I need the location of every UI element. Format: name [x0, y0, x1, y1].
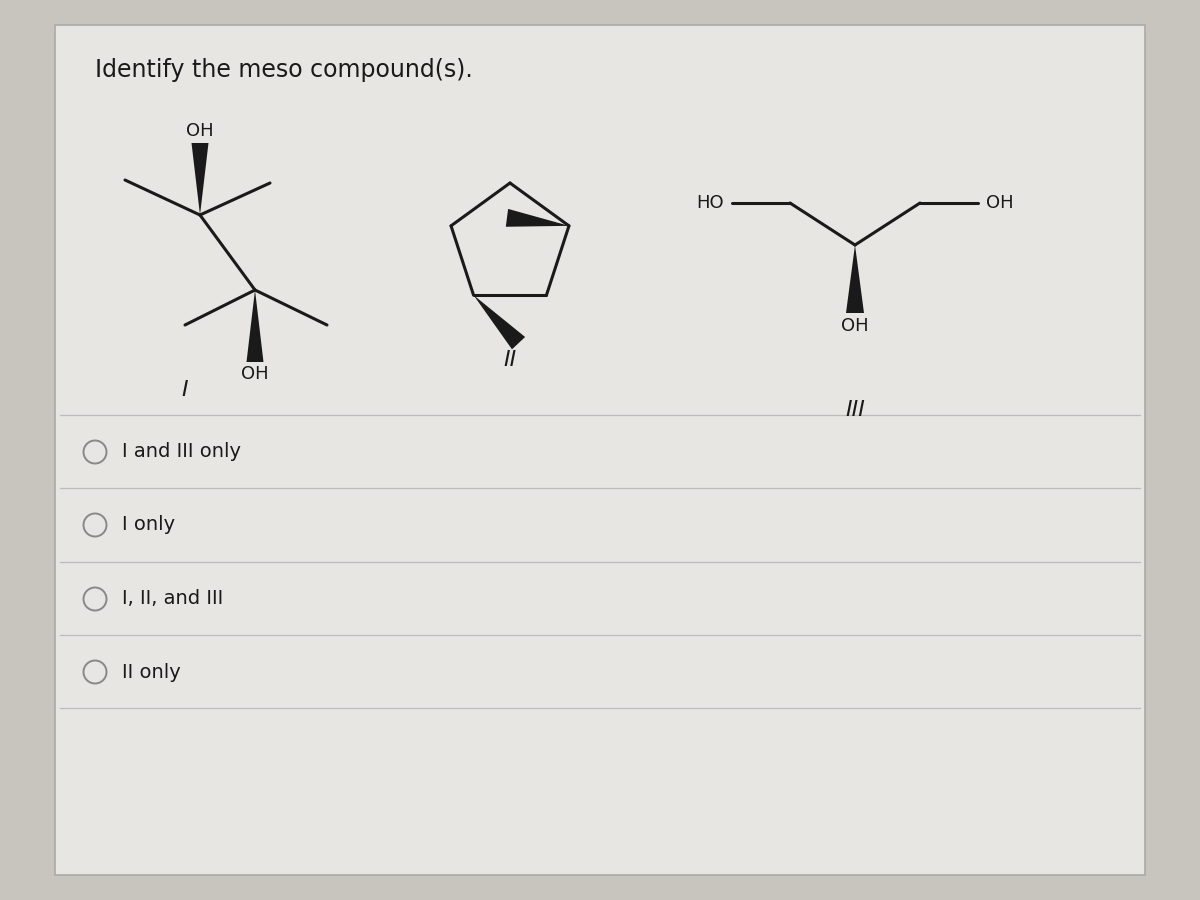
Text: I: I: [181, 380, 188, 400]
FancyBboxPatch shape: [55, 25, 1145, 875]
Text: OH: OH: [841, 317, 869, 335]
Text: I, II, and III: I, II, and III: [122, 590, 223, 608]
Text: II: II: [503, 350, 517, 370]
Polygon shape: [192, 143, 209, 215]
Text: HO: HO: [696, 194, 724, 212]
Text: I only: I only: [122, 516, 175, 535]
Text: OH: OH: [186, 122, 214, 140]
Polygon shape: [246, 290, 264, 362]
Polygon shape: [506, 209, 569, 227]
Text: III: III: [845, 400, 865, 420]
Polygon shape: [474, 295, 526, 349]
Text: OH: OH: [986, 194, 1014, 212]
Polygon shape: [846, 245, 864, 313]
Text: OH: OH: [241, 365, 269, 383]
Text: I and III only: I and III only: [122, 443, 241, 462]
Text: II only: II only: [122, 662, 181, 681]
Text: Identify the meso compound(s).: Identify the meso compound(s).: [95, 58, 473, 82]
